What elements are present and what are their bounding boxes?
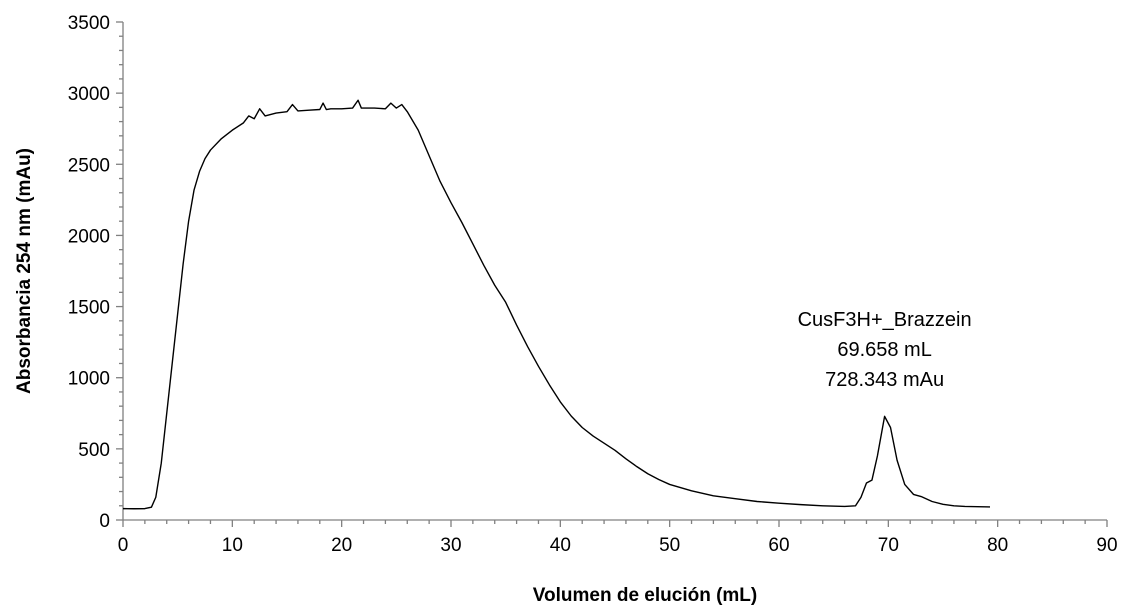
x-axis: 0 10 20 30 40 50 60 70 80 90 xyxy=(118,519,1118,556)
y-tick-label: 2500 xyxy=(68,155,110,176)
y-tick-label: 500 xyxy=(78,440,110,461)
peak-annotation-absorbance: 728.343 mAu xyxy=(825,369,944,391)
y-axis: 0 500 1000 1500 2000 2500 3000 3500 xyxy=(68,13,124,532)
x-tick-label: 80 xyxy=(987,535,1008,556)
y-tick-label: 3500 xyxy=(68,13,110,34)
x-tick-label: 90 xyxy=(1096,535,1117,556)
x-tick-label: 60 xyxy=(768,535,789,556)
x-tick-label: 70 xyxy=(878,535,899,556)
x-tick-label: 40 xyxy=(550,535,571,556)
x-tick-label: 20 xyxy=(331,535,352,556)
y-tick-label: 1000 xyxy=(68,369,110,390)
absorbance-series-line xyxy=(122,99,991,510)
x-tick-label: 0 xyxy=(118,535,129,556)
y-tick-label: 2000 xyxy=(68,226,110,247)
x-tick-label: 10 xyxy=(222,535,243,556)
x-tick-label: 30 xyxy=(440,535,461,556)
y-axis-title: Absorbancia 254 nm (mAu) xyxy=(14,148,35,394)
y-tick-label: 3000 xyxy=(68,84,110,105)
x-axis-title: Volumen de elución (mL) xyxy=(533,585,758,606)
x-tick-label: 50 xyxy=(659,535,680,556)
y-tick-label: 0 xyxy=(99,511,110,532)
peak-annotation-volume: 69.658 mL xyxy=(837,339,932,361)
y-tick-label: 1500 xyxy=(68,298,110,319)
peak-annotation-label: CusF3H+_Brazzein xyxy=(798,309,972,331)
